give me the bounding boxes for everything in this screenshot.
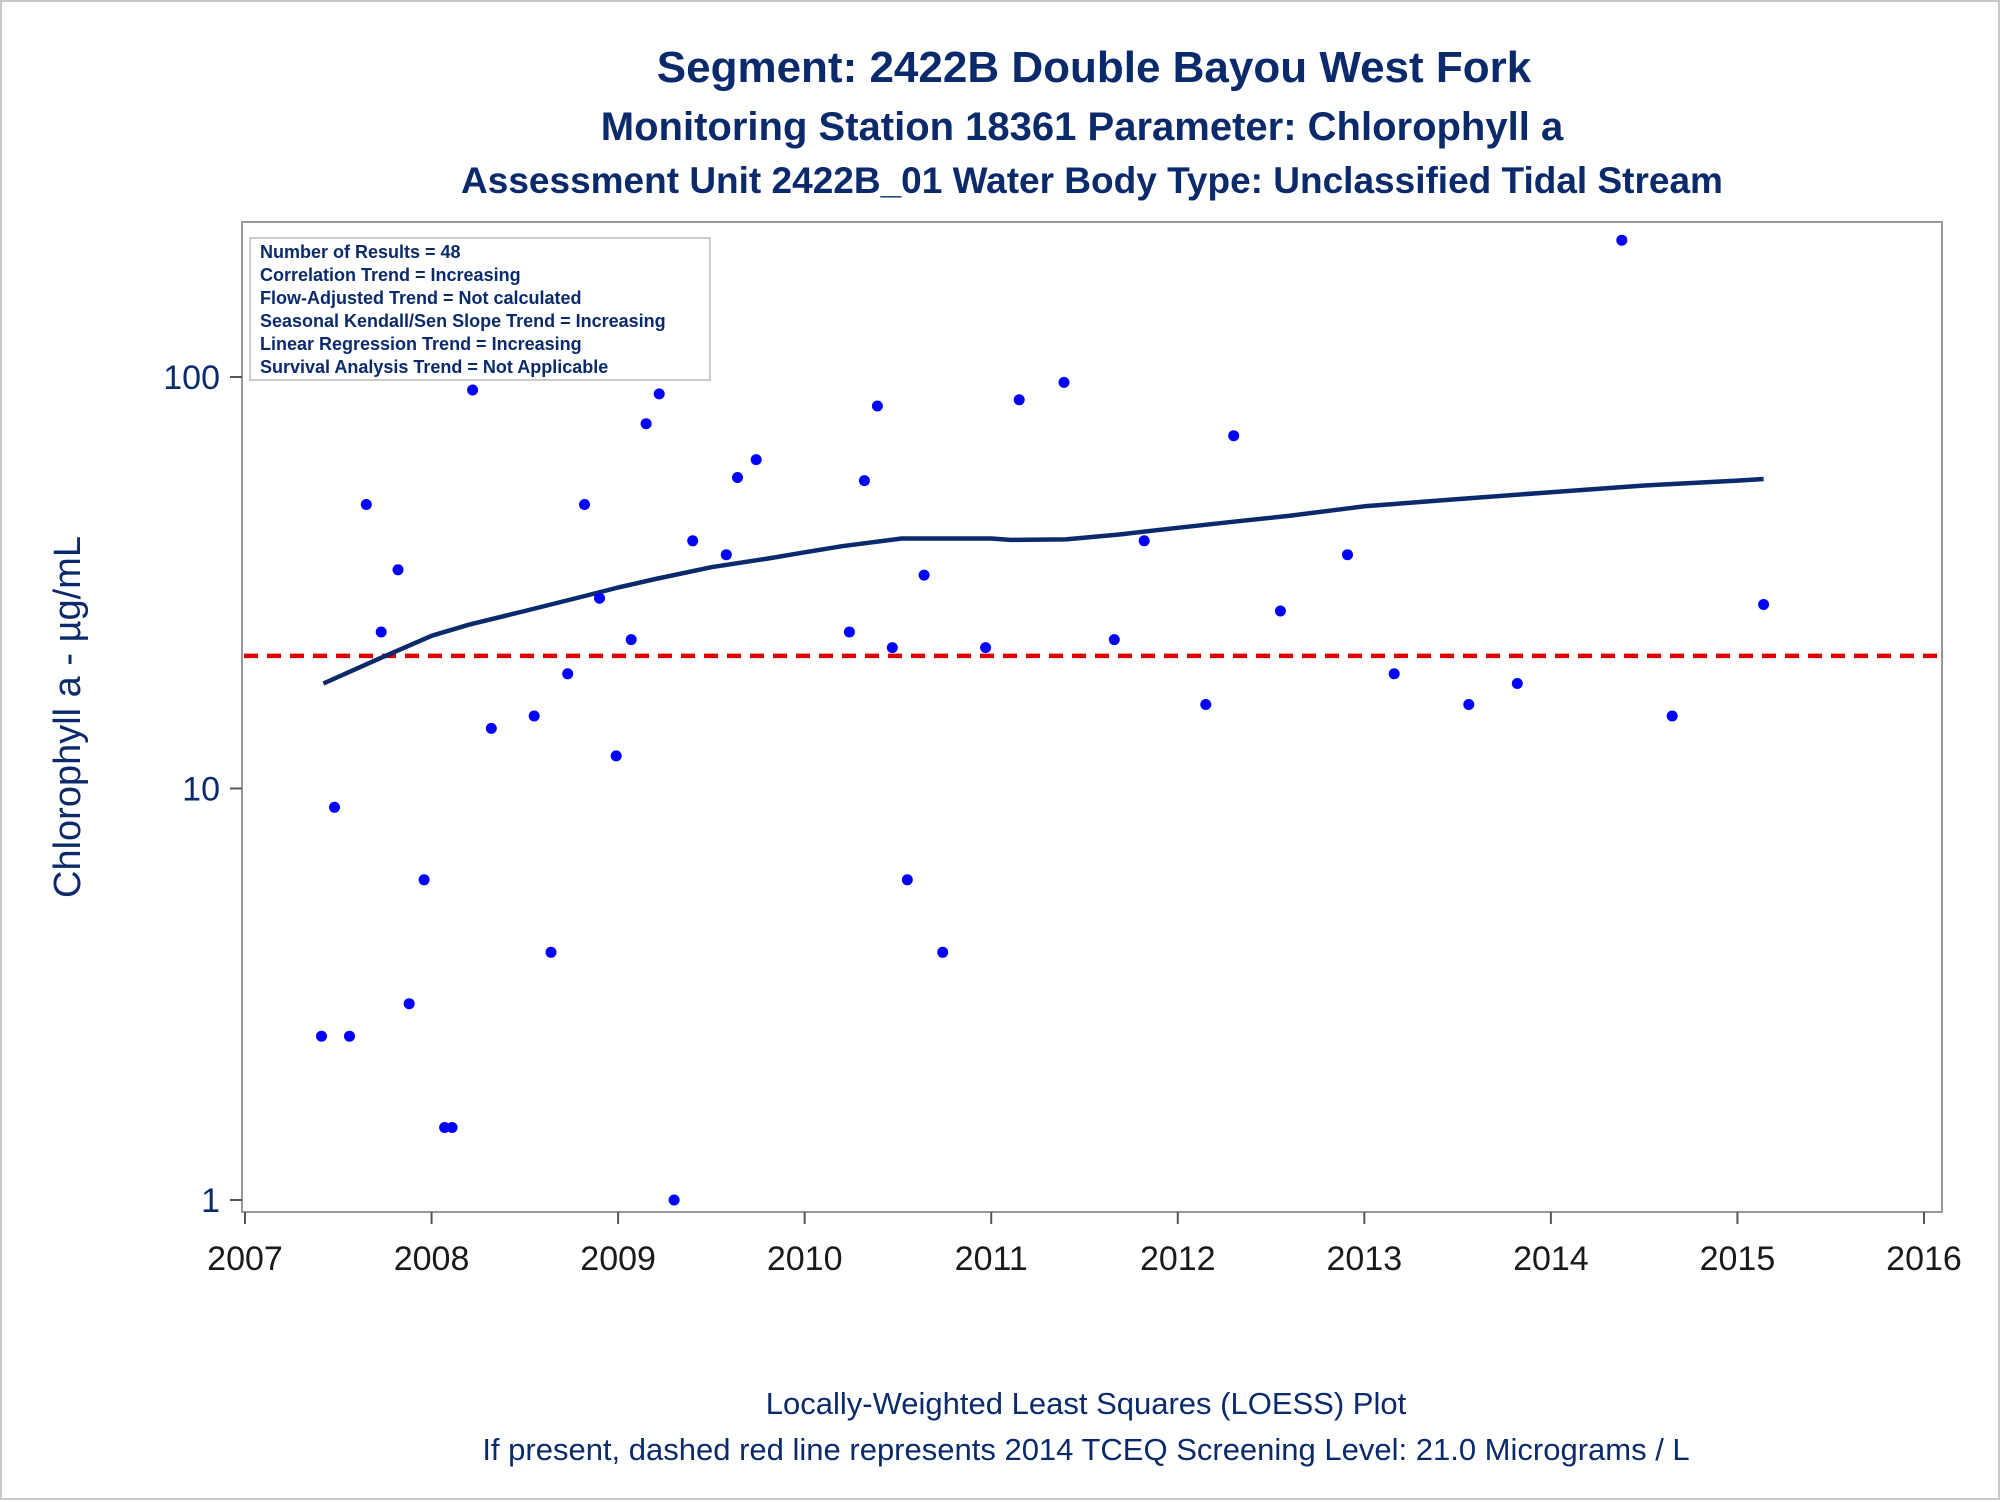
data-point — [1108, 634, 1120, 646]
data-point — [446, 1122, 458, 1133]
data-point — [316, 1030, 327, 1042]
data-point — [392, 564, 404, 576]
data-point — [1013, 394, 1025, 406]
data-point — [610, 750, 622, 762]
data-point — [545, 946, 557, 958]
data-point — [937, 946, 949, 958]
stat-flow-adjusted-trend: Flow-Adjusted Trend = Not calculated — [260, 288, 582, 308]
data-point — [579, 499, 590, 510]
chart-subtitle-station: Monitoring Station 18361 Parameter: Chlo… — [601, 105, 1564, 149]
x-tick-label: 2011 — [955, 1240, 1028, 1278]
data-point — [1138, 535, 1150, 547]
data-point — [403, 998, 415, 1010]
stat-seasonal-kendall-trend: Seasonal Kendall/Sen Slope Trend = Incre… — [260, 311, 666, 331]
data-point — [980, 642, 992, 654]
data-point — [1616, 234, 1628, 246]
data-point — [418, 874, 430, 886]
data-point — [485, 722, 497, 734]
stats-box: Number of Results = 48 Correlation Trend… — [249, 237, 711, 381]
data-point — [375, 626, 387, 638]
data-point — [594, 592, 605, 604]
chart-subtitle-assessment: Assessment Unit 2422B_01 Water Body Type… — [461, 160, 1723, 201]
x-tick-label: 2008 — [394, 1240, 470, 1278]
data-point — [918, 569, 930, 581]
stat-survival-analysis-trend: Survival Analysis Trend = Not Applicable — [260, 357, 608, 377]
data-point — [329, 801, 340, 813]
x-tick-label: 2016 — [1886, 1240, 1962, 1278]
data-point — [1463, 699, 1475, 710]
data-point — [858, 475, 870, 487]
chart-title: Segment: 2422B Double Bayou West Fork — [657, 43, 1532, 92]
y-axis: 1 10 100 — [163, 359, 242, 1220]
plot-area — [241, 221, 1943, 1213]
data-point — [750, 454, 762, 466]
loess-curve — [322, 476, 1764, 686]
data-point — [1666, 710, 1678, 722]
data-point — [640, 418, 652, 430]
data-point — [467, 384, 479, 396]
data-point — [1342, 549, 1353, 561]
data-point — [901, 874, 913, 886]
x-tick-label: 2009 — [580, 1240, 656, 1278]
stat-linear-regression-trend: Linear Regression Trend = Increasing — [260, 334, 582, 354]
data-point — [687, 535, 699, 547]
data-point — [1274, 605, 1286, 617]
data-point — [1058, 376, 1070, 388]
data-point — [886, 642, 898, 654]
stats-box-border — [249, 237, 711, 381]
footnote-screening-level: If present, dashed red line represents 2… — [482, 1432, 1689, 1467]
data-point — [668, 1194, 680, 1206]
y-tick-label: 1 — [201, 1182, 220, 1220]
data-point — [871, 400, 883, 412]
data-point — [1200, 699, 1212, 710]
x-tick-label: 2012 — [1140, 1240, 1216, 1278]
data-point — [653, 388, 665, 400]
x-axis: 2007 2008 2009 2010 2011 2012 2013 2014 2015 2016 — [207, 1212, 1962, 1278]
data-point — [1758, 599, 1770, 610]
data-point — [1511, 678, 1523, 689]
data-point — [732, 472, 743, 483]
loess-line — [322, 476, 1764, 686]
data-point — [562, 668, 574, 680]
x-tick-label: 2007 — [207, 1240, 283, 1278]
data-point — [843, 626, 855, 638]
x-tick-label: 2014 — [1513, 1240, 1589, 1278]
y-axis-label: Chlorophyll a - µg/mL — [47, 536, 89, 898]
y-tick-label: 100 — [163, 359, 220, 397]
data-points — [316, 234, 1770, 1206]
x-tick-label: 2013 — [1327, 1240, 1403, 1278]
data-point — [1228, 430, 1240, 442]
stat-number-of-results: Number of Results = 48 — [260, 242, 461, 262]
x-tick-label: 2010 — [767, 1240, 843, 1278]
data-point — [528, 710, 540, 722]
stat-correlation-trend: Correlation Trend = Increasing — [260, 265, 521, 285]
data-point — [720, 549, 732, 561]
data-point — [360, 499, 372, 510]
data-point — [1388, 668, 1400, 680]
footnote-loess: Locally-Weighted Least Squares (LOESS) P… — [766, 1386, 1407, 1421]
data-point — [344, 1030, 355, 1042]
y-tick-label: 10 — [182, 771, 220, 809]
x-tick-label: 2015 — [1700, 1240, 1776, 1278]
data-point — [625, 634, 637, 646]
